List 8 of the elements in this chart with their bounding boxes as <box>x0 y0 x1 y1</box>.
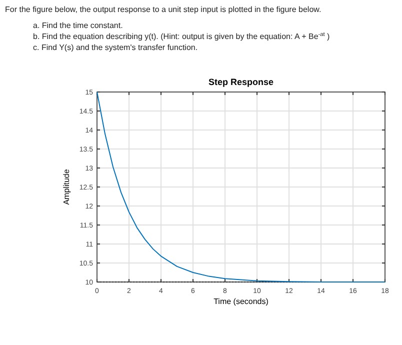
line-series <box>96 92 386 282</box>
text: c. Find Y(s) and the system's transfer function. <box>33 43 198 52</box>
text: b. Find the equation describing y(t). (Hint: output is given by the equation: A + Be$^{-at}$ ) <box>33 32 330 41</box>
text: For the figure below, the output response to a unit step input is plotted in the figure below. <box>5 5 322 14</box>
y-axis-title: Amplitude <box>62 168 71 205</box>
x-axis-title: Time (seconds) <box>214 297 269 306</box>
chart-title: Step Response <box>208 77 274 87</box>
text: a. Find the time constant. <box>33 21 123 30</box>
